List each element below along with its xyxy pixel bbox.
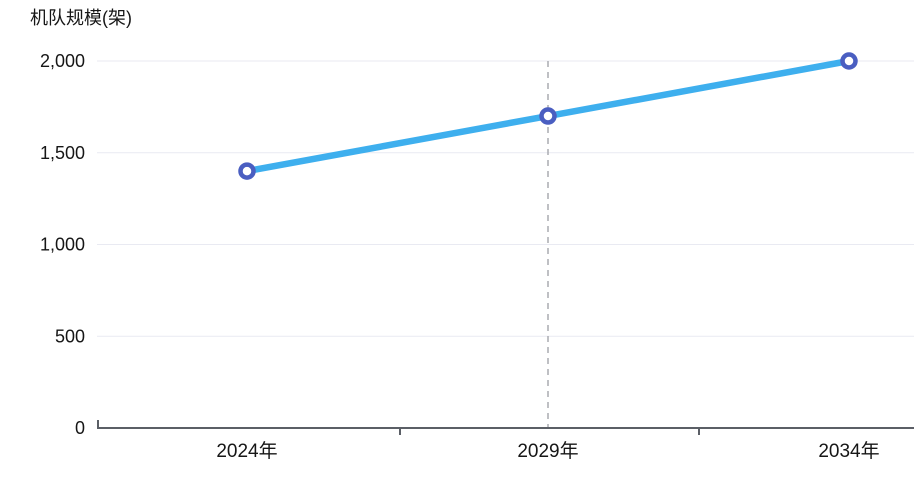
data-point-marker <box>539 107 557 125</box>
y-axis-title: 机队规模(架) <box>30 8 132 28</box>
x-tick-label: 2034年 <box>818 440 879 462</box>
data-point-marker <box>238 162 256 180</box>
y-tick-label: 1,000 <box>40 235 85 255</box>
x-tick-label: 2029年 <box>517 440 578 462</box>
y-tick-label: 1,500 <box>40 143 85 163</box>
x-tick-label: 2024年 <box>216 440 277 462</box>
y-tick-label: 500 <box>55 326 85 346</box>
y-tick-label: 2,000 <box>40 51 85 71</box>
y-tick-label: 0 <box>75 418 85 438</box>
data-point-marker <box>840 52 858 70</box>
